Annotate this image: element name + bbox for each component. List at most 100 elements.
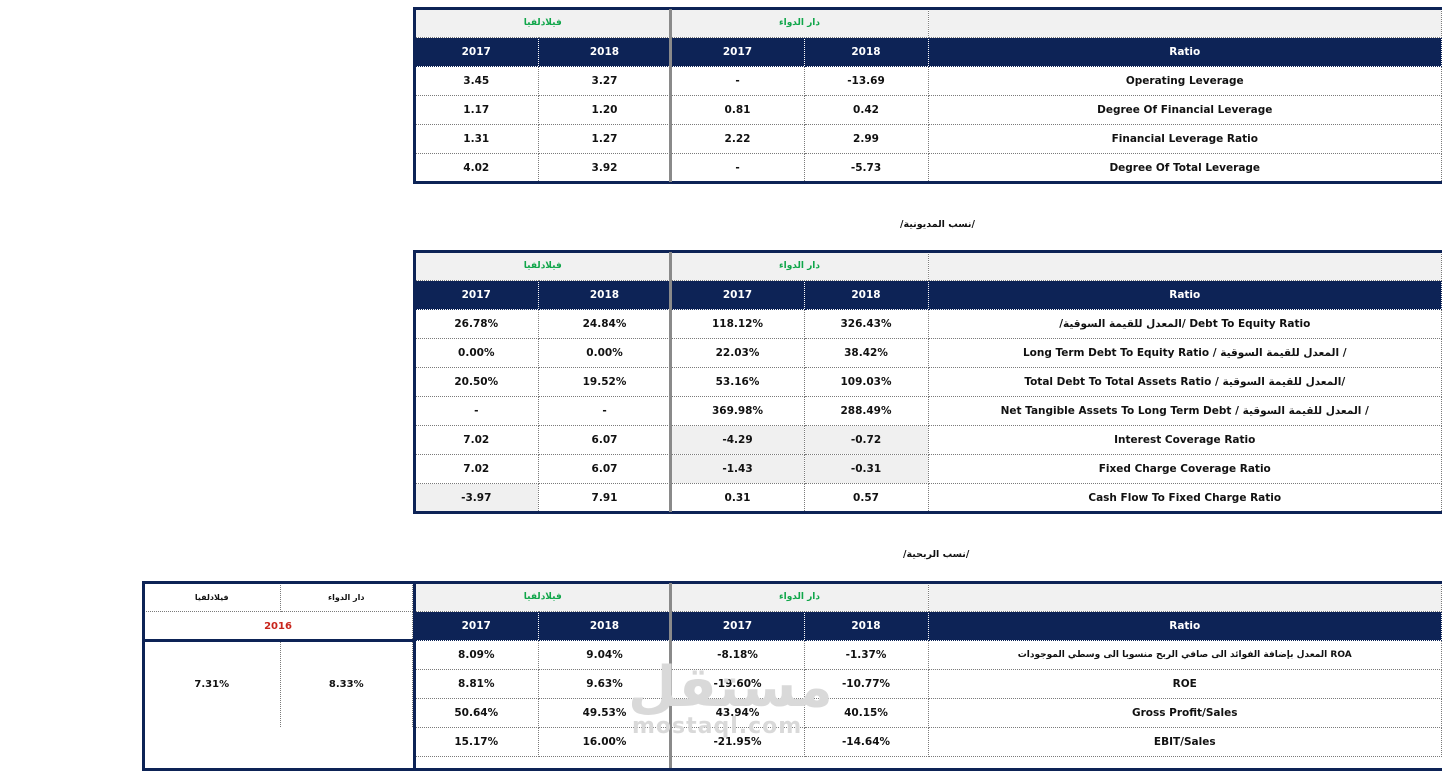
row-label: EBIT/Sales	[928, 727, 1442, 757]
side-company-row: فيلادلفيا دار الدواء	[144, 583, 413, 612]
cell-b2017: 3.45	[415, 66, 539, 96]
side-value-row: 7.31% 8.33%	[144, 640, 413, 727]
table-row: 8.09% 9.04% -8.18% -1.37% المعدل بإضافة …	[415, 640, 1442, 670]
table-row: 1.17 1.20 0.81 0.42 Degree Of Financial …	[415, 95, 1442, 125]
table-row: 1.31 1.27 2.22 2.99 Financial Leverage R…	[415, 124, 1442, 154]
cell-a2017: -19.60%	[671, 669, 805, 699]
cell-a2017: 0.81	[671, 95, 805, 125]
cell-b2017: 20.50%	[415, 367, 539, 397]
cell-b2017: -3.97	[415, 483, 539, 513]
cell-a2017: 2.22	[671, 124, 805, 154]
row-label: Gross Profit/Sales	[928, 698, 1442, 728]
row-label: /المعدل للقيمة السوقية/ Debt To Equity R…	[928, 309, 1442, 339]
company-a-label: دار الدواء	[671, 9, 929, 38]
cell-a2018: 40.15%	[804, 698, 929, 728]
company-a-label: دار الدواء	[671, 583, 929, 612]
cell-a2017: 118.12%	[671, 309, 805, 339]
year-2017-b: 2017	[415, 611, 539, 641]
table-row: 7.02 6.07 -4.29 -0.72 Interest Coverage …	[415, 425, 1442, 455]
company-b-label: فيلادلفيا	[415, 252, 672, 281]
empty-header-cell	[928, 252, 1442, 281]
cell-b2017: 7.02	[415, 425, 539, 455]
row-label: Degree Of Financial Leverage	[928, 95, 1442, 125]
cell-a2017: -	[671, 66, 805, 96]
year-2018-b: 2018	[538, 611, 672, 641]
cell-b2017: 4.02	[415, 153, 539, 183]
company-separator	[669, 583, 672, 768]
row-label: Interest Coverage Ratio	[928, 425, 1442, 455]
row-label: Total Debt To Total Assets Ratio / المعد…	[928, 367, 1442, 397]
ratio-header: Ratio	[928, 37, 1442, 67]
cell-a2017: -21.95%	[671, 727, 805, 757]
cell-b2018: 6.07	[538, 425, 672, 455]
row-label: ROE	[928, 669, 1442, 699]
cell-a2018: -14.64%	[804, 727, 929, 757]
cell-a2017: 53.16%	[671, 367, 805, 397]
cell-a2018: 109.03%	[804, 367, 929, 397]
side-2016-table: فيلادلفيا دار الدواء 2016 7.31% 8.33%	[144, 583, 413, 727]
company-b-label: فيلادلفيا	[415, 9, 672, 38]
year-2017-b: 2017	[415, 37, 539, 67]
company-b-label: فيلادلفيا	[415, 583, 672, 612]
cell-a2018: 288.49%	[804, 396, 929, 426]
cell-a2018: -13.69	[804, 66, 929, 96]
table-row: 8.81% 9.63% -19.60% -10.77% ROE	[415, 669, 1442, 699]
cell-b2018: -	[538, 396, 672, 426]
side-company-a: دار الدواء	[280, 583, 413, 612]
ratio-header: Ratio	[928, 280, 1442, 310]
cell-b2017: 8.09%	[415, 640, 539, 670]
cell-b2018: 3.92	[538, 153, 672, 183]
cell-a2017: 43.94%	[671, 698, 805, 728]
side-divider	[142, 639, 416, 642]
cell-b2017: 1.17	[415, 95, 539, 125]
cell-a2017: -1.43	[671, 454, 805, 484]
cell-b2017: 1.31	[415, 124, 539, 154]
row-label: Long Term Debt To Equity Ratio / المعدل …	[928, 338, 1442, 368]
profit-section-title: /نسب الربحية/	[903, 549, 970, 560]
year-2018-a: 2018	[804, 280, 929, 310]
cell-a2017: -8.18%	[671, 640, 805, 670]
side-value-b: 7.31%	[144, 640, 281, 727]
cell-a2018: 38.42%	[804, 338, 929, 368]
table-row: 7.02 6.07 -1.43 -0.31 Fixed Charge Cover…	[415, 454, 1442, 484]
company-a-label: دار الدواء	[671, 252, 929, 281]
cell-a2017: -	[671, 153, 805, 183]
company-separator	[669, 252, 672, 512]
table-row: 4.02 3.92 - -5.73 Degree Of Total Levera…	[415, 153, 1442, 183]
empty-header-cell	[928, 9, 1442, 38]
row-label: Degree Of Total Leverage	[928, 153, 1442, 183]
year-header-row: 2017 2018 2017 2018 Ratio	[415, 611, 1442, 641]
table-row: 0.00% 0.00% 22.03% 38.42% Long Term Debt…	[415, 338, 1442, 368]
empty-header-cell	[928, 583, 1442, 612]
cell-b2017: 50.64%	[415, 698, 539, 728]
cell-b2017: 7.02	[415, 454, 539, 484]
table-row: 50.64% 49.53% 43.94% 40.15% Gross Profit…	[415, 698, 1442, 728]
row-label: المعدل بإضافة الفوائد الى صافي الربح منس…	[928, 640, 1442, 670]
debt-table: فيلادلفيا دار الدواء 2017 2018 2017 2018…	[415, 252, 1442, 513]
year-2017-b: 2017	[415, 280, 539, 310]
company-separator	[669, 9, 672, 182]
cell-b2018: 7.91	[538, 483, 672, 513]
row-label: Operating Leverage	[928, 66, 1442, 96]
year-header-row: 2017 2018 2017 2018 Ratio	[415, 280, 1442, 310]
cell-b2017: 26.78%	[415, 309, 539, 339]
profit-table: فيلادلفيا دار الدواء 2017 2018 2017 2018…	[415, 583, 1442, 757]
ratio-header: Ratio	[928, 611, 1442, 641]
year-header-row: 2017 2018 2017 2018 Ratio	[415, 37, 1442, 67]
cell-b2018: 0.00%	[538, 338, 672, 368]
table-row: - - 369.98% 288.49% Net Tangible Assets …	[415, 396, 1442, 426]
company-header-row: فيلادلفيا دار الدواء	[415, 252, 1442, 281]
year-2018-a: 2018	[804, 611, 929, 641]
cell-b2018: 24.84%	[538, 309, 672, 339]
cell-b2018: 9.63%	[538, 669, 672, 699]
cell-b2018: 6.07	[538, 454, 672, 484]
row-label: Financial Leverage Ratio	[928, 124, 1442, 154]
cell-b2018: 19.52%	[538, 367, 672, 397]
side-value-a: 8.33%	[280, 640, 413, 727]
cell-b2018: 16.00%	[538, 727, 672, 757]
side-year-row: 2016	[144, 611, 413, 641]
table-row: 3.45 3.27 - -13.69 Operating Leverage	[415, 66, 1442, 96]
cell-a2018: -10.77%	[804, 669, 929, 699]
cell-b2017: 8.81%	[415, 669, 539, 699]
cell-a2018: -1.37%	[804, 640, 929, 670]
